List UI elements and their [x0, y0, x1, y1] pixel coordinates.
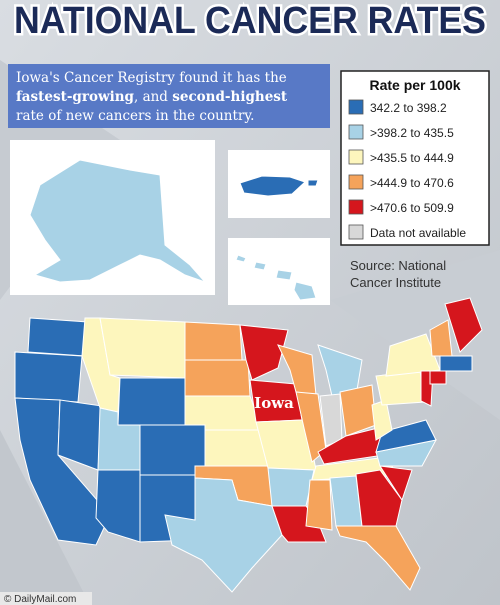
intro-line: fastest-growing, and second-highest	[16, 89, 288, 105]
state-region	[184, 395, 263, 431]
legend-swatch	[348, 224, 364, 240]
intro-line: Iowa's Cancer Registry found it has the	[16, 70, 287, 86]
source-line: Cancer Institute	[350, 275, 441, 290]
state-region	[164, 477, 283, 593]
legend-label: >398.2 to 435.5	[370, 126, 454, 140]
intro-emphasis: fastest-growing	[16, 89, 135, 105]
state-region	[14, 351, 83, 403]
state-region	[267, 467, 315, 507]
state-region	[378, 465, 413, 502]
state-region	[184, 321, 243, 361]
title: NATIONAL CANCER RATES	[14, 0, 486, 42]
legend-label: >470.6 to 509.9	[370, 201, 454, 215]
state-region	[375, 370, 426, 406]
state-region	[429, 370, 447, 385]
state-region	[335, 525, 421, 591]
legend-title: Rate per 100k	[369, 77, 460, 93]
bg-facet	[330, 250, 500, 420]
legend-label: >435.5 to 444.9	[370, 151, 454, 165]
intro-text: , and	[134, 89, 172, 105]
intro-emphasis: second-highest	[172, 89, 288, 105]
state-region	[29, 159, 207, 284]
bg-facet	[0, 430, 90, 605]
state-region	[239, 324, 289, 381]
state-region	[99, 317, 186, 379]
intro-text: Iowa's Cancer Registry found it has the	[16, 70, 287, 86]
state-region	[27, 317, 89, 357]
state-region	[293, 281, 317, 301]
map	[14, 159, 483, 593]
state-region	[295, 391, 327, 463]
state-region	[439, 355, 473, 372]
intro-line: rate of new cancers in the country.	[16, 108, 254, 124]
title-outline: NATIONAL CANCER RATES	[14, 0, 486, 42]
legend-label: 342.2 to 398.2	[370, 101, 447, 115]
legend-label: Data not available	[370, 226, 466, 240]
legend-box	[340, 70, 490, 246]
source-line: Source: National	[350, 258, 446, 273]
legend-label: >444.9 to 470.6	[370, 176, 454, 190]
iowa-label: Iowa	[254, 394, 294, 412]
state-region	[375, 419, 437, 453]
state-region	[204, 429, 269, 467]
legend-swatch	[348, 124, 364, 140]
state-region	[235, 254, 247, 263]
state-region	[444, 297, 483, 353]
legend-items: 342.2 to 398.2 >398.2 to 435.5 >435.5 to 4…	[348, 99, 466, 240]
state-region	[239, 175, 306, 197]
legend-swatch	[348, 149, 364, 165]
state-region	[355, 469, 403, 527]
credit-box	[0, 592, 92, 605]
intro-box	[8, 64, 330, 128]
legend-swatch	[348, 199, 364, 215]
legend-swatch	[348, 99, 364, 115]
state-region	[305, 479, 333, 531]
state-region	[95, 469, 141, 543]
credit: © DailyMail.com	[4, 594, 76, 605]
legend-swatch	[348, 174, 364, 190]
state-region	[307, 179, 319, 187]
state-region	[275, 269, 293, 281]
state-region	[117, 377, 186, 426]
intro-text: rate of new cancers in the country.	[16, 108, 254, 124]
state-region	[184, 359, 251, 397]
state-region	[253, 261, 267, 271]
